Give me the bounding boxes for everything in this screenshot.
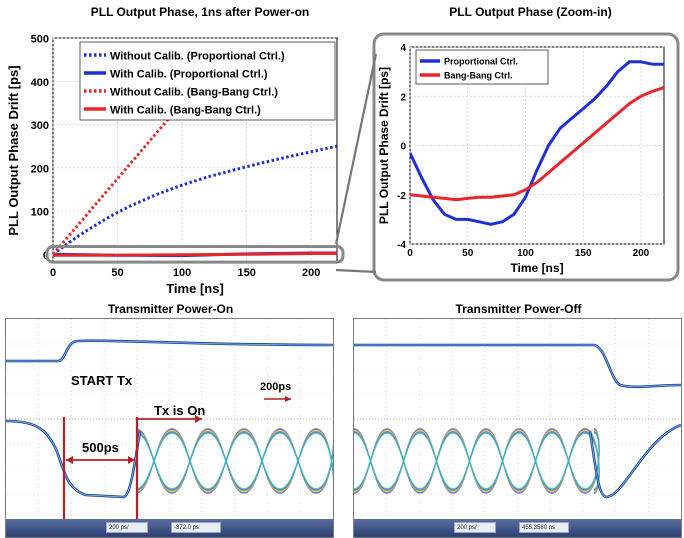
scope-left: START Tx Tx is On 500ps 200ps 200 ps/ -3… — [5, 318, 334, 538]
x-tick-label: 200 — [633, 248, 650, 259]
legend-entry: With Calib. (Proportional Ctrl.) — [110, 69, 268, 81]
x-tick-label: 100 — [173, 267, 191, 279]
legend-entry: Without Calib. (Bang-Bang Ctrl.) — [110, 87, 278, 99]
y-axis-label: PLL Output Phase Drift [ps] — [377, 67, 391, 224]
stop-tx-trace-highlight — [354, 344, 681, 388]
y-tick-label: -2 — [397, 191, 406, 202]
legend-box — [415, 49, 549, 85]
x-tick-label: 150 — [575, 248, 592, 259]
scope-right-title: Transmitter Power-Off — [455, 302, 582, 316]
y-tick-label: 500 — [31, 34, 49, 46]
scope-left-title: Transmitter Power-On — [107, 302, 234, 316]
zoom-connector — [334, 53, 378, 274]
start-tx-label: START Tx — [71, 373, 133, 388]
tx-on-label: Tx is On — [154, 403, 206, 418]
x-tick-label: 150 — [237, 267, 255, 279]
x-tick-label: 0 — [50, 267, 56, 279]
y-tick-label: 300 — [31, 120, 49, 132]
x-axis-label: Time [ns] — [510, 261, 563, 275]
scope-left-screen — [6, 319, 333, 519]
x-tick-label: 200 — [302, 267, 320, 279]
x-axis-label: Time [ns] — [166, 281, 224, 296]
series-line-0 — [53, 144, 337, 256]
delay-arrowheads — [66, 456, 135, 464]
tx-on-arrowhead — [195, 415, 202, 423]
x-tick-label: 50 — [462, 248, 474, 259]
scope-right-screen — [354, 319, 681, 519]
chart2-plot: 0 50 100 150 200 -4 -2 0 2 4 Time [ns] PLL Output P… — [372, 32, 680, 282]
chart2-title: PLL Output Phase (Zoom-in) — [449, 5, 612, 19]
y-axis-label: PLL Output Phase Drift [ps] — [6, 65, 21, 235]
legend-box — [79, 41, 336, 121]
scope-right-position[interactable]: 455.3580 ns — [519, 522, 569, 533]
x-tick-label: 50 — [111, 267, 123, 279]
legend-entry: Bang-Bang Ctrl. — [444, 71, 513, 81]
x-tick-label: 100 — [517, 248, 534, 259]
tx-startup-trace-highlight — [6, 420, 141, 498]
start-tx-trace — [6, 339, 333, 363]
scope-right: 200 ps/ 455.3580 ns — [353, 318, 682, 538]
y-tick-label: 2 — [400, 92, 406, 103]
scale-label: 200ps — [260, 381, 292, 393]
zoom-region-box — [45, 245, 345, 264]
eye-diagram-trace — [135, 432, 333, 490]
legend-entry: With Calib. (Bang-Bang Ctrl.) — [110, 105, 261, 117]
eye-diagram-trace — [354, 432, 600, 490]
scope-left-position[interactable]: -372.0 ps — [171, 522, 221, 533]
series-line-0 — [410, 60, 664, 226]
zoom-line-top — [334, 53, 378, 245]
tx-shutdown-trace-highlight — [589, 424, 681, 498]
x-tick-label: 0 — [407, 248, 413, 259]
y-tick-label: 4 — [400, 43, 406, 54]
scope-left-timebase[interactable]: 200 ps/ — [106, 522, 148, 533]
zoom-line-bottom — [335, 268, 377, 274]
scope-right-timebase[interactable]: 200 ps/ — [454, 522, 496, 533]
series-line-3 — [53, 252, 337, 257]
start-tx-trace-highlight — [6, 340, 333, 362]
series-line-1 — [410, 86, 664, 202]
y-tick-label: 200 — [31, 163, 49, 175]
legend-entry: Without Calib. (Proportional Ctrl.) — [110, 51, 285, 63]
chart1-title: PLL Output Phase, 1ns after Power-on — [90, 5, 310, 19]
y-tick-label: 0 — [400, 142, 406, 153]
delay-label: 500ps — [82, 440, 119, 455]
legend-entry: Proportional Ctrl. — [444, 57, 518, 67]
scale-arrowhead — [285, 396, 291, 402]
y-tick-label: 400 — [31, 77, 49, 89]
tx-shutdown-trace — [588, 423, 681, 499]
scope-left-toolbar: 200 ps/ -372.0 ps — [6, 519, 333, 537]
y-tick-label: -4 — [397, 240, 406, 251]
scope-right-toolbar: 200 ps/ 455.3580 ns — [354, 519, 681, 537]
y-tick-label: 100 — [31, 207, 49, 219]
